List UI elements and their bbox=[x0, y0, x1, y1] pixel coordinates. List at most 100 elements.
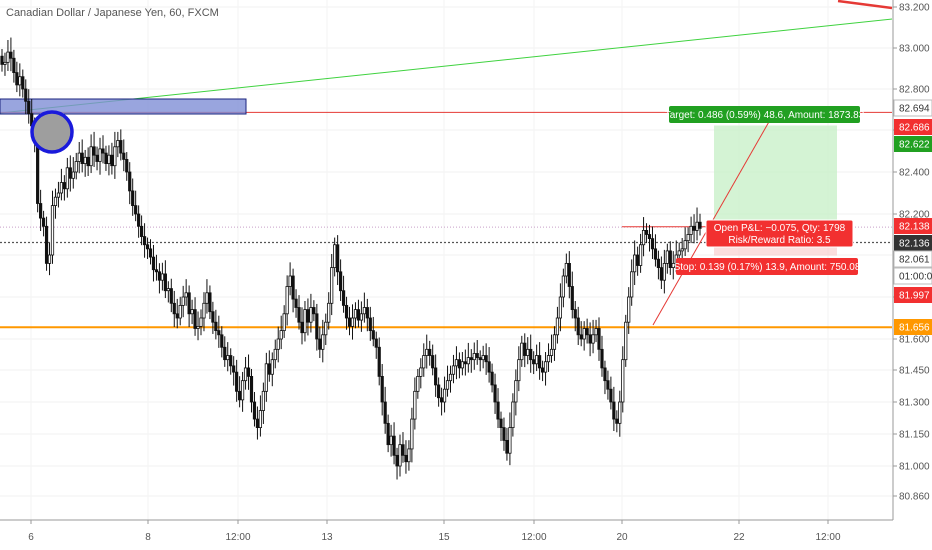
candle-body bbox=[3, 61, 7, 65]
candle-body bbox=[101, 148, 105, 154]
candle bbox=[359, 301, 363, 332]
candle-body bbox=[576, 317, 580, 336]
candle bbox=[318, 326, 322, 359]
candle-body bbox=[680, 248, 684, 252]
candle bbox=[532, 351, 536, 375]
candle bbox=[98, 137, 102, 175]
candle-body bbox=[431, 355, 435, 369]
candle-body bbox=[56, 192, 61, 198]
candle bbox=[665, 243, 669, 274]
candle bbox=[496, 388, 500, 429]
candle bbox=[526, 337, 530, 365]
time-tick-label: 13 bbox=[321, 532, 333, 543]
candle-body bbox=[662, 262, 666, 281]
candle-body bbox=[303, 309, 307, 334]
candle-body bbox=[184, 292, 188, 298]
candle-body bbox=[564, 262, 568, 277]
candle bbox=[86, 147, 90, 176]
candle bbox=[520, 335, 524, 367]
candle bbox=[101, 135, 105, 164]
candle-body bbox=[647, 234, 652, 239]
time-tick-label: 12:00 bbox=[521, 532, 546, 543]
candle-body bbox=[493, 384, 497, 403]
candle bbox=[285, 275, 289, 326]
candle-body bbox=[128, 171, 132, 192]
price-badge-bg bbox=[894, 235, 932, 251]
circle-marker bbox=[30, 110, 74, 154]
candle-body bbox=[442, 388, 447, 403]
candle bbox=[297, 295, 301, 330]
candle-body bbox=[603, 367, 607, 382]
candle-body bbox=[255, 418, 260, 429]
candle-body bbox=[238, 390, 242, 401]
candle bbox=[460, 352, 464, 376]
candle bbox=[380, 364, 384, 416]
candle-body bbox=[543, 361, 548, 373]
candle bbox=[425, 334, 429, 369]
candle bbox=[490, 363, 494, 393]
candle bbox=[226, 342, 230, 372]
candle bbox=[475, 340, 479, 365]
candle bbox=[252, 391, 257, 427]
candle bbox=[344, 296, 349, 330]
candle-body bbox=[273, 348, 277, 361]
candle-body bbox=[39, 203, 43, 219]
chart-title: Canadian Dollar / Japanese Yen, 60, FXCM bbox=[6, 7, 219, 19]
candle-body bbox=[692, 225, 696, 231]
candle-body bbox=[591, 334, 595, 344]
candle-body bbox=[558, 296, 563, 319]
candle bbox=[306, 298, 310, 336]
candle bbox=[502, 417, 506, 451]
time-axis[interactable]: 6 8 12:00 13 15 12:00 20 22 12:00 bbox=[0, 519, 893, 543]
candle bbox=[223, 336, 227, 367]
candle bbox=[276, 326, 280, 363]
candle-body bbox=[336, 244, 340, 273]
candle-body bbox=[502, 427, 506, 441]
candle-body bbox=[511, 401, 515, 429]
candle bbox=[448, 365, 453, 393]
candle bbox=[671, 251, 675, 280]
candle bbox=[695, 207, 699, 241]
candle-body bbox=[347, 317, 352, 327]
candle bbox=[336, 235, 340, 286]
candle-body bbox=[47, 254, 52, 264]
candle-body bbox=[392, 435, 396, 456]
price-badge: 82.136 bbox=[894, 235, 932, 251]
price-badge-label: 82.622 bbox=[899, 140, 930, 151]
candle bbox=[18, 63, 22, 97]
candle bbox=[561, 268, 565, 308]
candle bbox=[466, 342, 470, 373]
time-tick-label: 8 bbox=[145, 532, 151, 543]
candle-body bbox=[333, 244, 337, 269]
candle bbox=[582, 321, 586, 351]
candle bbox=[309, 293, 313, 333]
price-badges: 82.694 82.686 82.622 82.138 82.136 82.061 01:0… bbox=[893, 99, 932, 335]
candle bbox=[56, 181, 61, 208]
candle-body bbox=[484, 355, 488, 363]
candle-body bbox=[689, 225, 693, 235]
candle-body bbox=[555, 317, 560, 336]
candle bbox=[353, 302, 358, 329]
candle-body bbox=[208, 292, 212, 313]
candle bbox=[235, 359, 239, 402]
candle bbox=[442, 376, 447, 413]
candle bbox=[148, 239, 153, 265]
candle-body bbox=[83, 156, 87, 165]
candle-body bbox=[540, 367, 545, 373]
candle-body bbox=[300, 321, 304, 334]
candle bbox=[398, 434, 402, 477]
candle bbox=[53, 188, 58, 219]
candle bbox=[523, 333, 527, 368]
candle-body bbox=[466, 357, 470, 365]
candle bbox=[410, 407, 414, 463]
candle-body bbox=[27, 100, 31, 115]
candle bbox=[659, 256, 663, 290]
candle-body bbox=[451, 365, 456, 375]
target-label: Target: 0.486 (0.59%) 48.6, Amount: 1873… bbox=[665, 106, 865, 123]
candle bbox=[371, 316, 375, 347]
candle bbox=[321, 319, 325, 363]
candle bbox=[279, 315, 283, 350]
candle bbox=[294, 289, 298, 318]
pnl-box-bg bbox=[705, 219, 854, 248]
